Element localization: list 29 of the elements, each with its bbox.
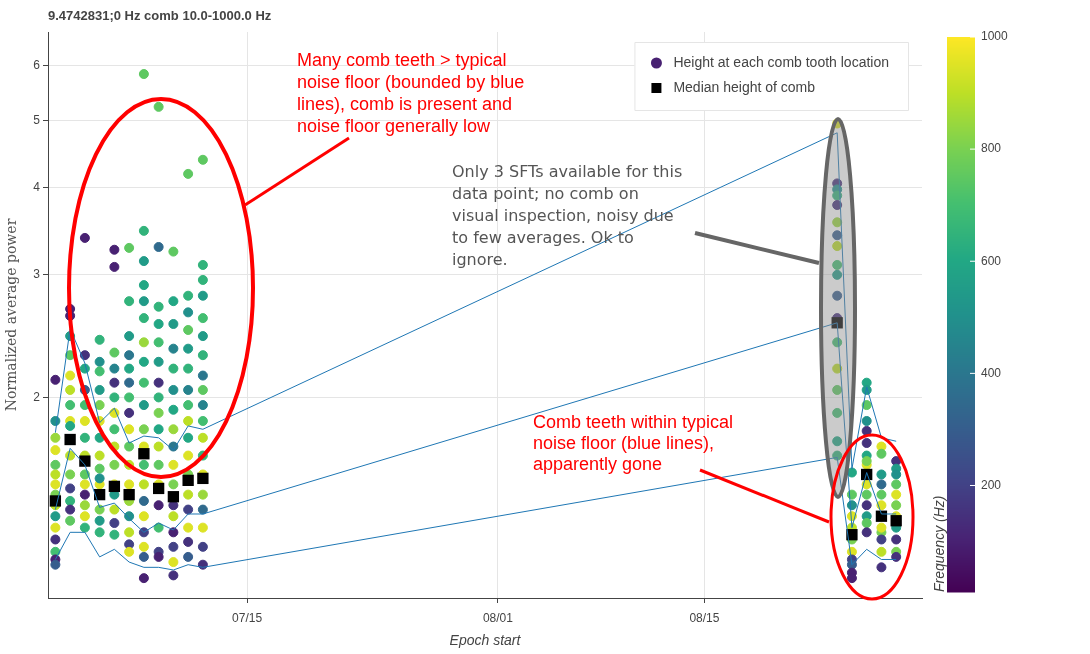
point bbox=[123, 488, 135, 501]
point bbox=[167, 491, 180, 503]
color-bar-label: 200 bbox=[981, 477, 1002, 492]
point bbox=[138, 448, 150, 460]
color-bar-label: 800 bbox=[981, 141, 1002, 156]
y-tick-label: 4 bbox=[33, 180, 41, 195]
x-axis-title: Epoch start bbox=[449, 632, 522, 649]
annotation: Comb teeth within typical noise floor (blue lines), apparently gone bbox=[533, 412, 735, 475]
x-tick-label: 08/01 bbox=[482, 610, 514, 625]
point bbox=[152, 482, 165, 495]
chart-title: 9.4742831;0 Hz comb 10.0-1000.0 Hz bbox=[48, 7, 272, 23]
y-tick-label: 5 bbox=[33, 112, 41, 127]
point bbox=[64, 433, 76, 446]
point bbox=[197, 472, 209, 485]
point bbox=[890, 515, 902, 527]
color-bar-label: 400 bbox=[981, 365, 1002, 380]
legend-label: Median height of comb bbox=[673, 78, 816, 95]
y-tick-label: 3 bbox=[33, 267, 41, 282]
y-tick-label: 2 bbox=[33, 389, 41, 404]
legend-label: Height at each comb tooth location bbox=[673, 53, 889, 70]
x-tick-label: 07/15 bbox=[232, 610, 263, 625]
point bbox=[182, 474, 194, 487]
color-bar-title: Frequency (Hz) bbox=[930, 495, 947, 592]
y-tick-label: 6 bbox=[33, 57, 41, 72]
color-bar-label: 1000 bbox=[981, 29, 1009, 44]
x-tick-label: 08/15 bbox=[689, 610, 720, 625]
color-bar-label: 600 bbox=[981, 253, 1002, 268]
annotation: Many comb teeth > typical noise floor (bounded by blue lines), comb is present and noise floor generally low bbox=[297, 49, 526, 137]
y-axis-title: Normalized average power bbox=[3, 218, 20, 412]
